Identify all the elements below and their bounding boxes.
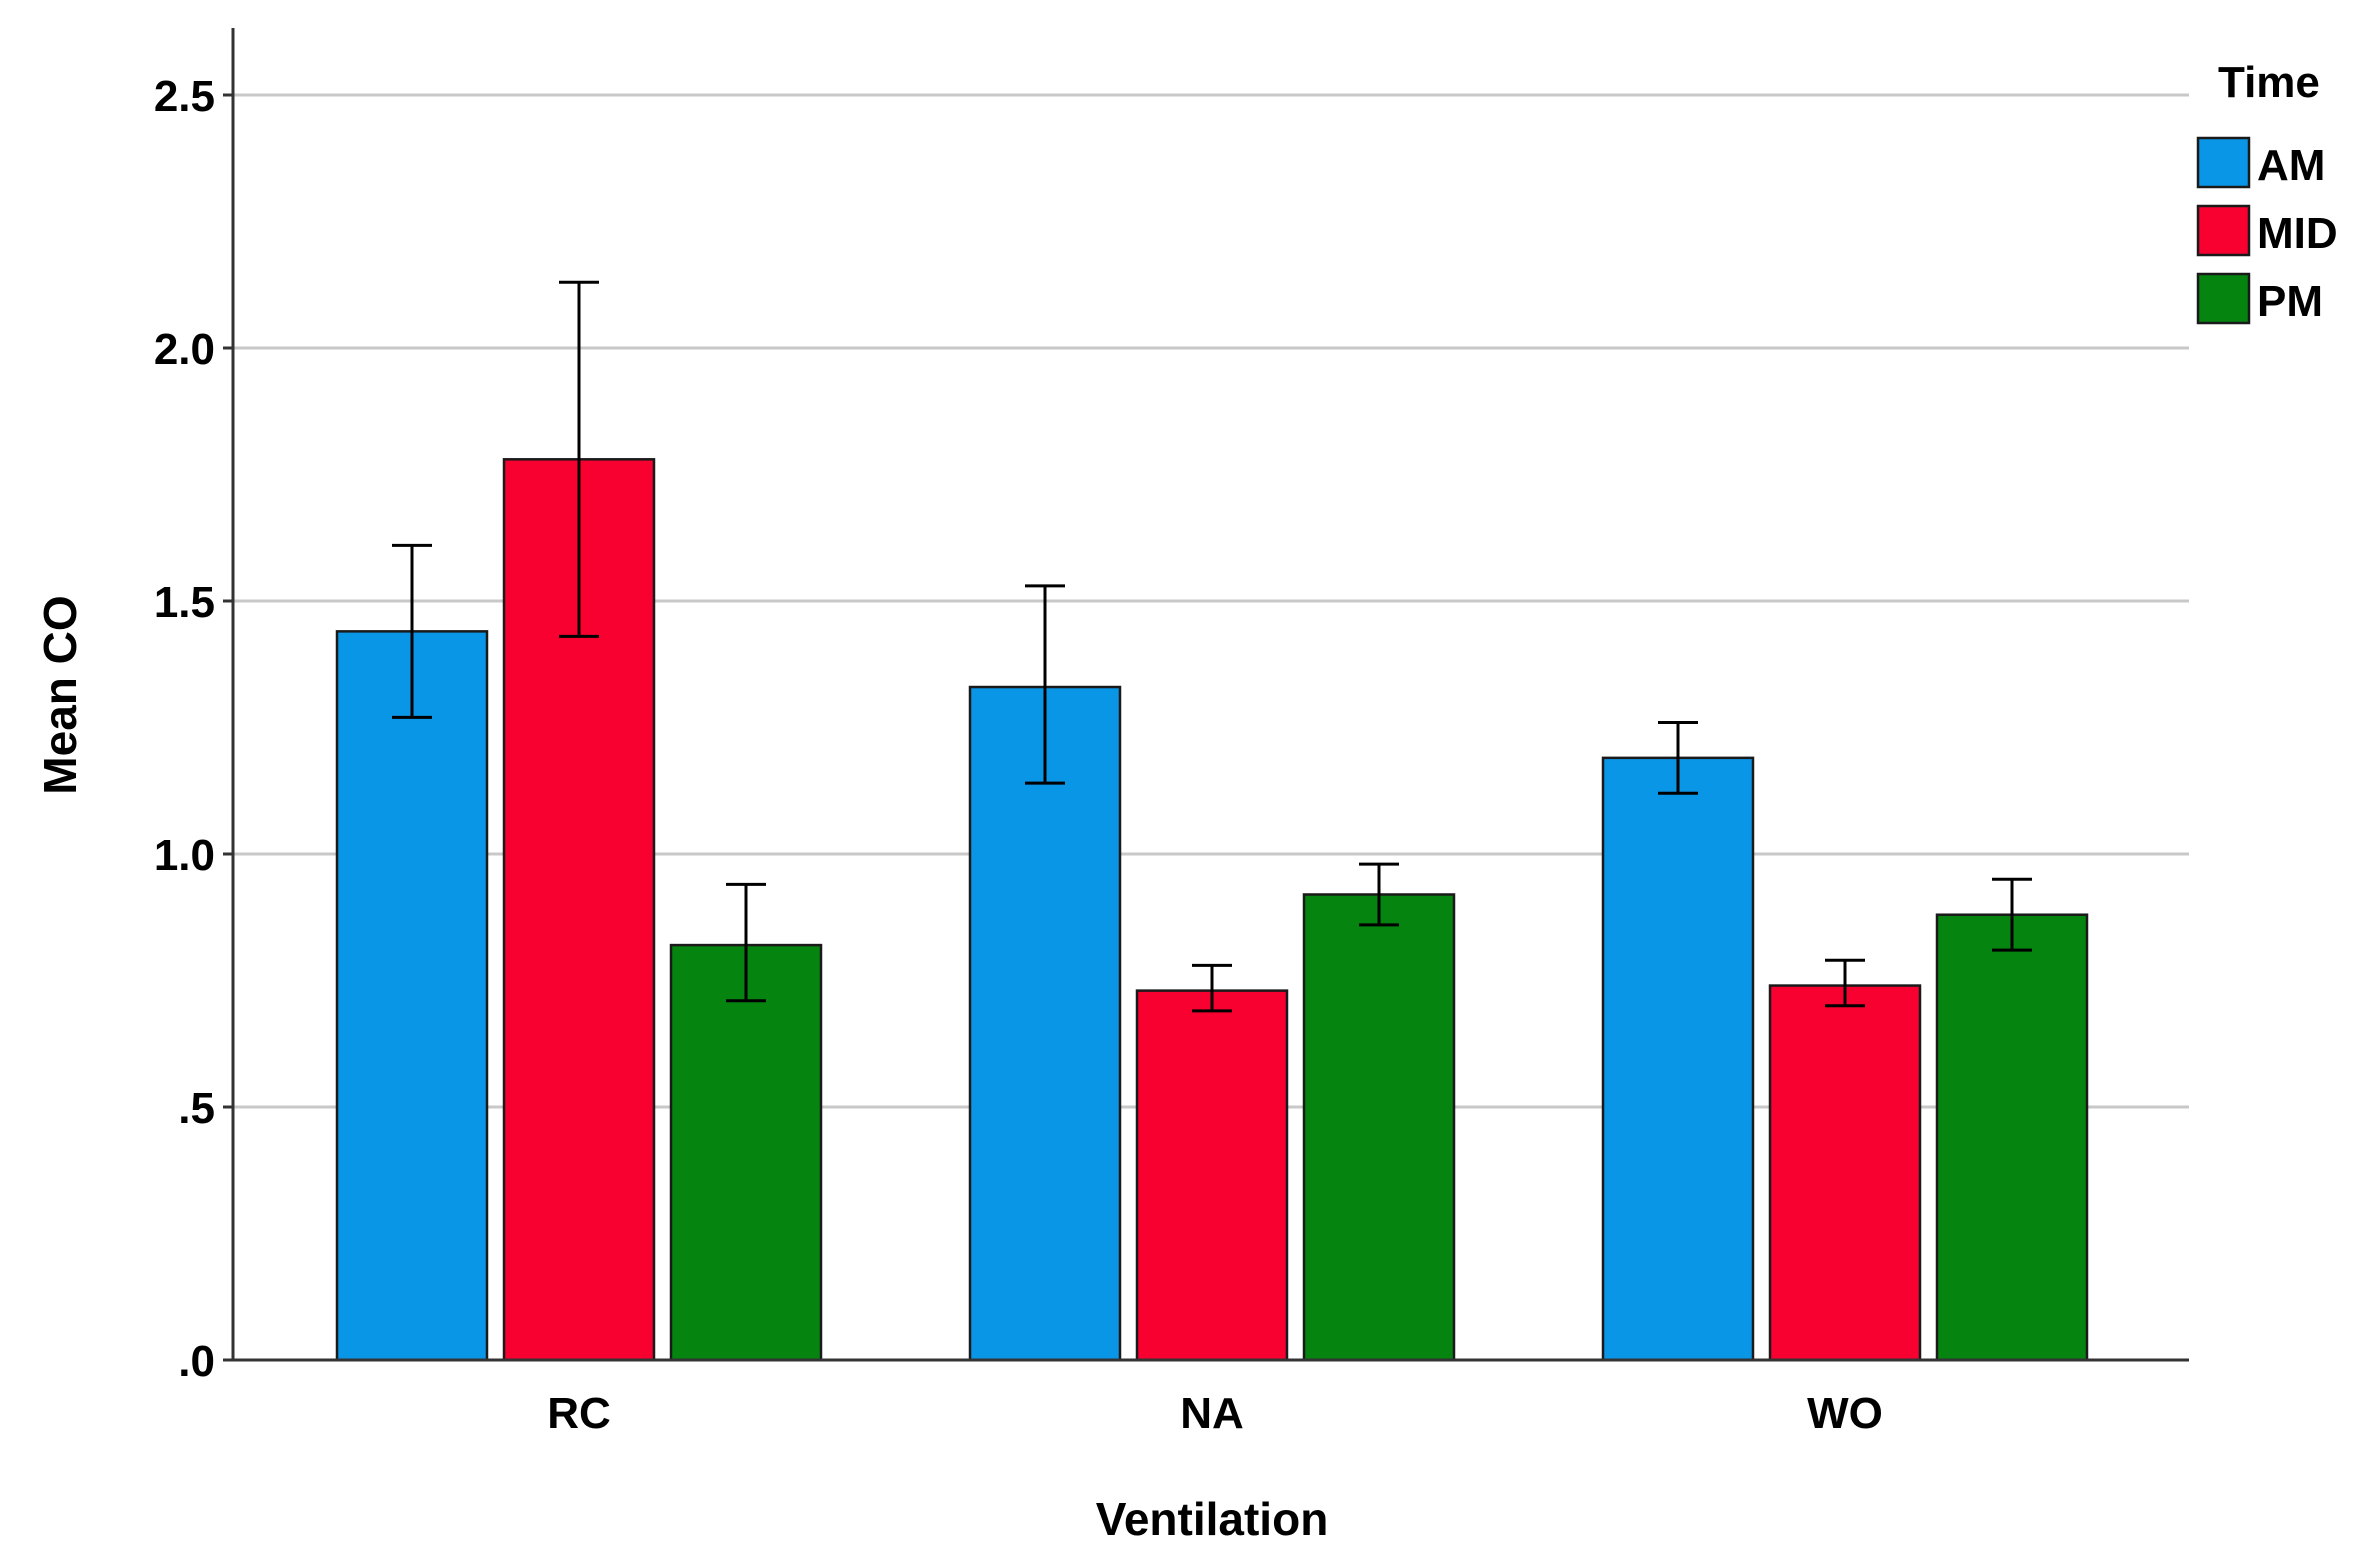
y-tick-label: 1.5	[154, 578, 215, 627]
error-bar-wo-mid	[1825, 958, 1865, 1008]
legend-item-am: AM	[2196, 136, 2325, 190]
legend-item-mid: MID	[2196, 204, 2338, 258]
bar-wo-pm	[1935, 913, 2089, 1362]
y-tick-label: 2.0	[154, 325, 215, 374]
bar-wo-am	[1601, 756, 1755, 1362]
y-tick-label: 1.0	[154, 831, 215, 880]
error-bar-wo-pm	[1992, 877, 2032, 952]
y-tick-label: .5	[178, 1084, 215, 1133]
error-bar-na-mid	[1192, 963, 1232, 1013]
error-bars	[392, 280, 2032, 1013]
x-tick-labels: RC NA WO	[547, 1389, 1883, 1438]
legend-swatch-am	[2196, 136, 2251, 189]
legend-items: AM MID PM	[2196, 136, 2338, 326]
y-axis-title: Mean CO	[34, 595, 86, 794]
bar-rc-pm	[669, 943, 823, 1362]
x-tick-label-wo: WO	[1807, 1389, 1883, 1438]
legend-label-mid: MID	[2257, 209, 2338, 258]
error-bar-na-am	[1025, 584, 1065, 785]
legend-label-am: AM	[2257, 141, 2325, 190]
bar-na-mid	[1135, 989, 1289, 1362]
bar-na-am	[968, 685, 1122, 1362]
error-bar-rc-pm	[726, 882, 766, 1003]
x-tick-label-rc: RC	[547, 1389, 611, 1438]
bar-na-pm	[1302, 893, 1456, 1362]
axes	[231, 28, 2189, 1362]
error-bar-wo-am	[1658, 720, 1698, 795]
error-bar-rc-mid	[559, 280, 599, 638]
x-tick-label-na: NA	[1180, 1389, 1244, 1438]
legend-swatch-mid	[2196, 204, 2251, 257]
bar-wo-mid	[1768, 984, 1922, 1362]
error-bar-rc-am	[392, 543, 432, 719]
legend-item-pm: PM	[2196, 272, 2323, 326]
y-tick-label: .0	[178, 1337, 215, 1386]
error-bar-na-pm	[1359, 862, 1399, 927]
bar-rc-am	[335, 630, 489, 1362]
y-tick-labels: .0 .5 1.0 1.5 2.0 2.5	[154, 72, 233, 1386]
legend-swatch-pm	[2196, 272, 2251, 325]
y-tick-label: 2.5	[154, 72, 215, 121]
legend-title: Time	[2218, 58, 2320, 107]
legend-label-pm: PM	[2257, 277, 2323, 326]
legend: Time AM MID PM	[2196, 58, 2338, 326]
x-axis-title: Ventilation	[1096, 1493, 1329, 1545]
